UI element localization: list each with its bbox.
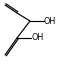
Text: OH: OH — [44, 16, 56, 25]
Text: OH: OH — [31, 34, 43, 42]
